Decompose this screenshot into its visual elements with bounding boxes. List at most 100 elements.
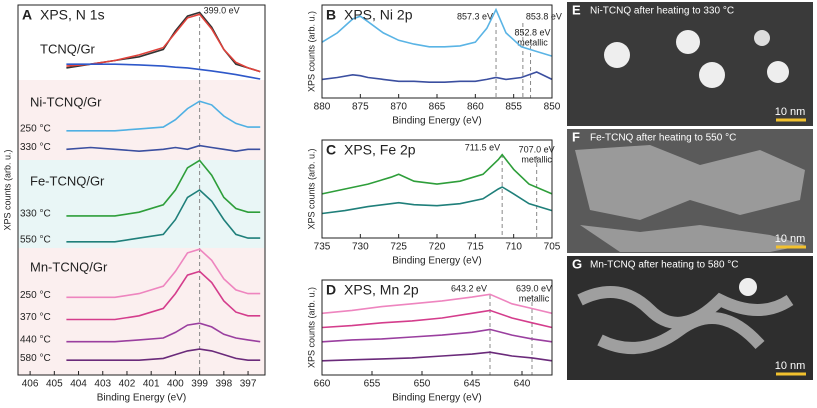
spectrum xyxy=(321,351,553,362)
image-caption: Ni-TCNQ after heating to 330 °C xyxy=(590,6,734,17)
annotation: 639.0 eV xyxy=(516,283,552,293)
annotation: 399.0 eV xyxy=(204,5,240,15)
x-tick-label: 645 xyxy=(464,379,481,390)
x-tick-label: 397 xyxy=(240,379,257,390)
spectrum xyxy=(66,270,261,321)
scale-label: 10 nm xyxy=(775,360,806,372)
x-tick-label: 705 xyxy=(544,242,561,253)
band-fe xyxy=(18,160,265,248)
annotation: 853.8 eV xyxy=(526,11,562,21)
x-tick-label: 870 xyxy=(390,102,407,113)
spectrum xyxy=(66,248,261,299)
series-label: 330 °C xyxy=(20,209,51,220)
island xyxy=(575,145,805,220)
scale-label: 10 nm xyxy=(775,233,806,245)
annotation-note: metallic xyxy=(517,37,548,47)
x-tick-label: 405 xyxy=(46,379,63,390)
spectrum xyxy=(66,159,261,217)
x-tick-label: 730 xyxy=(352,242,369,253)
x-tick-label: 865 xyxy=(429,102,446,113)
plot-frame xyxy=(321,279,553,376)
stm-images xyxy=(567,2,813,380)
y-axis-title: XPS counts (arb. u.) xyxy=(2,149,12,230)
x-tick-label: 725 xyxy=(390,242,407,253)
annotation-note: metallic xyxy=(519,293,550,303)
blob xyxy=(739,278,757,296)
spectrum xyxy=(66,189,261,243)
y-axis-title: XPS counts (arb. u.) xyxy=(306,11,316,92)
spectrum xyxy=(321,328,553,343)
spectrum xyxy=(321,293,553,315)
spectrum xyxy=(66,144,261,153)
panel-letter: A xyxy=(22,7,32,23)
series-label: 250 °C xyxy=(20,290,51,301)
x-tick-label: 650 xyxy=(414,379,431,390)
scale-label: 10 nm xyxy=(775,106,806,118)
panel-letter: D xyxy=(326,282,336,298)
x-axis-title: Binding Energy (eV) xyxy=(97,393,187,404)
x-tick-label: 860 xyxy=(467,102,484,113)
x-tick-label: 404 xyxy=(70,379,87,390)
spectrum xyxy=(321,309,553,329)
x-tick-label: 640 xyxy=(514,379,531,390)
series-label: 250 °C xyxy=(20,123,51,134)
spectrum xyxy=(66,63,261,80)
y-axis-title: XPS counts (arb. u.) xyxy=(306,287,316,368)
x-tick-label: 400 xyxy=(167,379,184,390)
blob xyxy=(767,61,789,83)
panel-title: XPS, Ni 2p xyxy=(344,7,413,23)
spectrum xyxy=(66,100,261,132)
x-axis-title: Binding Energy (eV) xyxy=(392,393,482,404)
x-tick-label: 715 xyxy=(467,242,484,253)
x-tick-label: 401 xyxy=(143,379,160,390)
spectrum xyxy=(66,348,261,361)
x-tick-label: 875 xyxy=(352,102,369,113)
image-caption: Fe-TCNQ after heating to 550 °C xyxy=(590,133,736,144)
blob xyxy=(604,42,630,68)
series-label: 440 °C xyxy=(20,334,51,345)
annotation: 711.5 eV xyxy=(465,142,500,152)
series-label: 330 °C xyxy=(20,142,51,153)
group-label: TCNQ/Gr xyxy=(40,41,96,56)
x-axis-title: Binding Energy (eV) xyxy=(392,116,482,127)
panel-title: XPS, Mn 2p xyxy=(344,282,419,298)
annotation: 857.3 eV xyxy=(457,11,493,21)
blob xyxy=(676,30,700,54)
x-tick-label: 655 xyxy=(364,379,381,390)
x-tick-label: 406 xyxy=(22,379,39,390)
blob xyxy=(699,62,725,88)
series-label: 370 °C xyxy=(20,312,51,323)
blob xyxy=(754,30,770,46)
series-label: 580 °C xyxy=(20,353,51,364)
band-ni xyxy=(18,80,265,160)
image-letter: F xyxy=(572,129,580,144)
x-axis-title: Binding Energy (eV) xyxy=(392,256,482,267)
y-axis-title: XPS counts (arb. u.) xyxy=(306,148,316,229)
x-tick-label: 880 xyxy=(314,102,331,113)
x-tick-label: 402 xyxy=(119,379,136,390)
annotation-note: metallic xyxy=(521,154,552,164)
spectrum xyxy=(66,322,261,343)
x-tick-label: 850 xyxy=(544,102,561,113)
panel-title: XPS, N 1s xyxy=(40,7,105,23)
annotation: 707.0 eV xyxy=(519,144,555,154)
panel-title: XPS, Fe 2p xyxy=(344,142,416,158)
panel-letter: B xyxy=(326,7,336,23)
x-tick-label: 855 xyxy=(505,102,522,113)
island xyxy=(580,225,805,252)
x-tick-label: 710 xyxy=(505,242,522,253)
annotation: 643.2 eV xyxy=(451,283,487,293)
x-tick-label: 398 xyxy=(215,379,232,390)
chains xyxy=(577,286,794,354)
group-label: Fe-TCNQ/Gr xyxy=(30,173,105,188)
x-tick-label: 660 xyxy=(314,379,331,390)
series-label: 550 °C xyxy=(20,234,51,245)
spectrum xyxy=(321,153,553,195)
group-label: Mn-TCNQ/Gr xyxy=(30,259,108,274)
plot-frame xyxy=(17,4,266,376)
image-caption: Mn-TCNQ after heating to 580 °C xyxy=(590,260,739,271)
image-letter: E xyxy=(572,2,581,17)
annotation: 852.8 eV xyxy=(515,27,551,37)
panel-letter: C xyxy=(326,142,336,158)
